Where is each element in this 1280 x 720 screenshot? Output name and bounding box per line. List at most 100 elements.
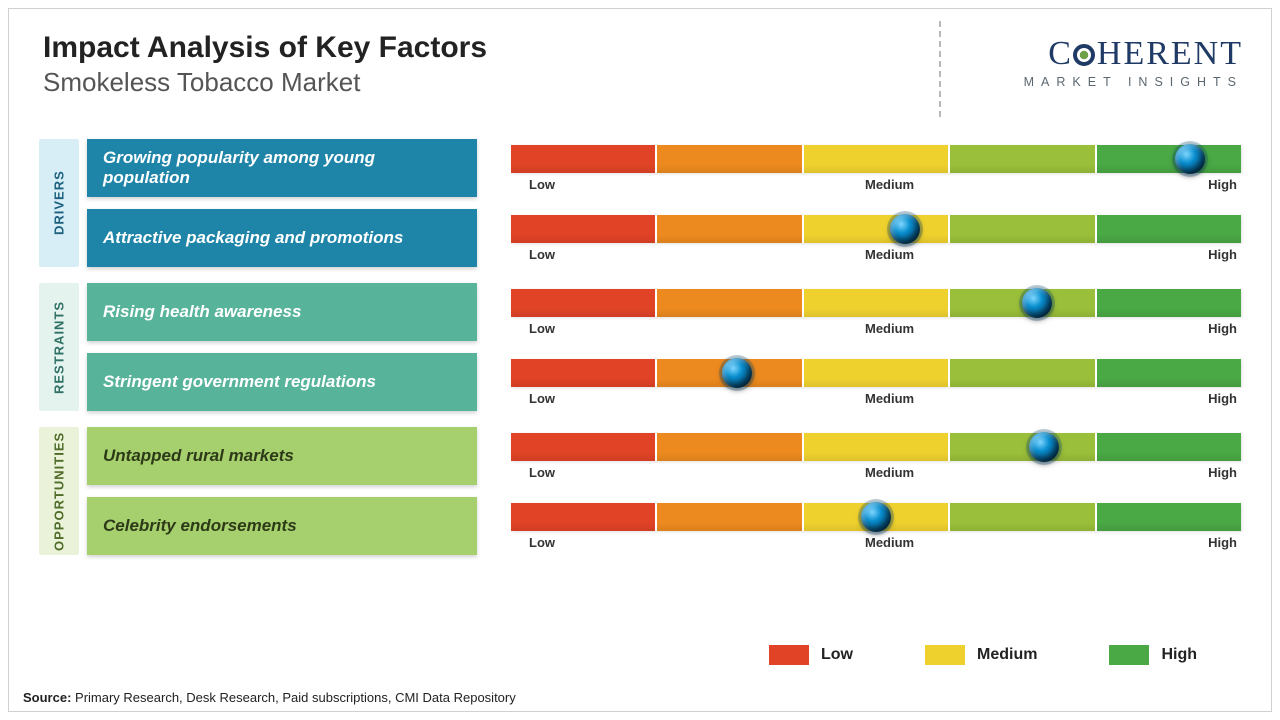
scale-label-high: High <box>1208 247 1237 262</box>
scale-label-high: High <box>1208 391 1237 406</box>
factor-label: Celebrity endorsements <box>87 497 477 555</box>
legend-swatch <box>769 645 809 665</box>
source-label: Source: <box>23 690 71 705</box>
impact-marker <box>890 214 920 244</box>
scale-segment <box>804 145 948 173</box>
scale-label-low: Low <box>529 391 555 406</box>
factor-row: Celebrity endorsementsLowMediumHigh <box>87 497 1241 555</box>
brand-tagline: MARKET INSIGHTS <box>957 75 1243 89</box>
scale-segment <box>657 503 801 531</box>
brand-name: C HERENT <box>957 35 1243 73</box>
factor-row: Stringent government regulationsLowMediu… <box>87 353 1241 411</box>
scale-label-low: Low <box>529 247 555 262</box>
scale-label-medium: Medium <box>865 177 914 192</box>
brand-left: C <box>1048 35 1073 72</box>
category-tab: OPPORTUNITIES <box>39 427 79 555</box>
category-opportunities: OPPORTUNITIESUntapped rural markets Low Me… <box>39 427 1241 555</box>
legend: Low Medium High <box>769 645 1197 665</box>
scale-segment <box>1097 503 1241 531</box>
scale-bar <box>511 215 1241 243</box>
scale-segment <box>657 433 801 461</box>
legend-item: Low <box>769 645 853 665</box>
brand-right: HERENT <box>1097 35 1243 72</box>
category-drivers: DRIVERSGrowing popularity among young po… <box>39 139 1241 267</box>
source-line: Source: Primary Research, Desk Research,… <box>23 690 516 705</box>
scale-segment <box>804 433 948 461</box>
impact-scale: Low Medium High <box>511 209 1241 267</box>
scale-segment <box>511 359 655 387</box>
impact-scale: Low Medium High <box>511 139 1241 197</box>
header-divider <box>939 21 941 117</box>
scale-segment <box>950 433 1094 461</box>
scale-segment <box>511 215 655 243</box>
impact-marker <box>1175 144 1205 174</box>
factor-label: Growing popularity among young populatio… <box>87 139 477 197</box>
scale-label-high: High <box>1208 177 1237 192</box>
impact-scale: Low Medium High <box>511 427 1241 485</box>
factor-label: Untapped rural markets <box>87 427 477 485</box>
scale-label-medium: Medium <box>865 535 914 550</box>
scale-bar <box>511 359 1241 387</box>
factor-row: Growing popularity among young populatio… <box>87 139 1241 197</box>
scale-segment <box>657 289 801 317</box>
factor-label: Attractive packaging and promotions <box>87 209 477 267</box>
scale-segment <box>804 289 948 317</box>
scale-axis-labels: Low Medium High <box>511 177 1241 192</box>
chart-frame: Impact Analysis of Key Factors Smokeless… <box>8 8 1272 712</box>
header: Impact Analysis of Key Factors Smokeless… <box>43 31 487 98</box>
factors-grid: DRIVERSGrowing popularity among young po… <box>39 139 1241 571</box>
category-restraints: RESTRAINTSRising health awarenessLowMedi… <box>39 283 1241 411</box>
scale-label-high: High <box>1208 535 1237 550</box>
scale-segment <box>804 215 948 243</box>
scale-segment <box>1097 359 1241 387</box>
scale-segment <box>511 145 655 173</box>
scale-segment <box>950 215 1094 243</box>
category-rows: Rising health awarenessLowMediumHighStri… <box>87 283 1241 411</box>
scale-segment <box>950 503 1094 531</box>
scale-segment <box>511 289 655 317</box>
category-tab: DRIVERS <box>39 139 79 267</box>
impact-scale: LowMediumHigh <box>511 353 1241 411</box>
scale-axis-labels: Low Medium High <box>511 465 1241 480</box>
factor-row: Untapped rural markets Low Medium High <box>87 427 1241 485</box>
scale-segment <box>511 503 655 531</box>
category-rows: Growing popularity among young populatio… <box>87 139 1241 267</box>
chart-subtitle: Smokeless Tobacco Market <box>43 67 487 98</box>
scale-segment <box>657 215 801 243</box>
legend-swatch <box>1109 645 1149 665</box>
scale-bar <box>511 145 1241 173</box>
chart-title: Impact Analysis of Key Factors <box>43 31 487 65</box>
factor-label: Rising health awareness <box>87 283 477 341</box>
legend-label: High <box>1161 646 1197 664</box>
legend-item: Medium <box>925 645 1037 665</box>
scale-label-high: High <box>1208 465 1237 480</box>
scale-bar <box>511 289 1241 317</box>
factor-row: Attractive packaging and promotions Low Me… <box>87 209 1241 267</box>
legend-item: High <box>1109 645 1197 665</box>
scale-label-low: Low <box>529 177 555 192</box>
category-rows: Untapped rural markets Low Medium High Celeb… <box>87 427 1241 555</box>
scale-segment <box>950 145 1094 173</box>
scale-label-medium: Medium <box>865 465 914 480</box>
impact-scale: LowMediumHigh <box>511 283 1241 341</box>
scale-segment <box>1097 215 1241 243</box>
scale-label-low: Low <box>529 465 555 480</box>
scale-axis-labels: Low Medium High <box>511 247 1241 262</box>
brand-logo: C HERENT MARKET INSIGHTS <box>957 35 1243 89</box>
factor-row: Rising health awareness LowMediumHigh <box>87 283 1241 341</box>
impact-marker <box>861 502 891 532</box>
scale-segment <box>1097 433 1241 461</box>
category-tab: RESTRAINTS <box>39 283 79 411</box>
impact-marker <box>1029 432 1059 462</box>
scale-segment <box>1097 289 1241 317</box>
impact-marker <box>722 358 752 388</box>
scale-label-medium: Medium <box>865 321 914 336</box>
scale-axis-labels: LowMediumHigh <box>511 321 1241 336</box>
scale-segment <box>804 359 948 387</box>
scale-label-medium: Medium <box>865 247 914 262</box>
impact-marker <box>1022 288 1052 318</box>
source-text: Primary Research, Desk Research, Paid su… <box>75 690 516 705</box>
impact-scale: LowMediumHigh <box>511 497 1241 555</box>
legend-label: Medium <box>977 646 1037 664</box>
scale-axis-labels: LowMediumHigh <box>511 535 1241 550</box>
